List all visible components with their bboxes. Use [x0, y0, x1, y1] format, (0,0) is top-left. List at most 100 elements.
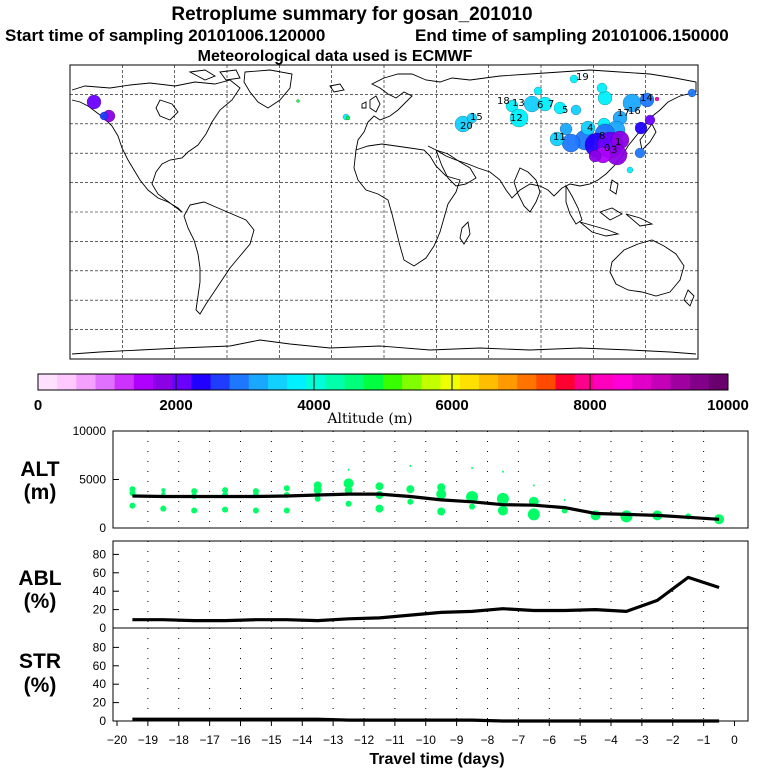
- alt-scatter-point: [345, 500, 352, 507]
- alt-scatter-point: [527, 508, 540, 521]
- plume-age-label: 15: [470, 112, 483, 123]
- map-gridlines: [70, 65, 698, 359]
- coastline-arabia: [435, 149, 477, 187]
- str-series-line: [132, 717, 720, 723]
- colorbar-ticks: 0 2000 4000 6000 8000 10000: [34, 374, 749, 414]
- colorbar-frame: [37, 373, 729, 391]
- plume-dot: [559, 122, 573, 136]
- abl-y-tick-label: 80: [93, 547, 107, 561]
- plume-dot: [639, 92, 655, 108]
- x-tick-label: −17: [199, 733, 220, 747]
- coastline-philippines: [609, 179, 619, 195]
- plume-age-label: 5: [562, 105, 568, 116]
- alt-scatter-point: [314, 495, 321, 502]
- series-lines: [132, 492, 720, 723]
- alt-scatter-point: [160, 505, 167, 512]
- plume-dot: [99, 111, 109, 121]
- met-data-label: Meteorological data used is ECMWF: [198, 48, 473, 65]
- coastline-iceland: [329, 83, 345, 93]
- plume-dot: [626, 166, 634, 174]
- plume-dot: [570, 104, 582, 116]
- plume-age-label: 0: [604, 143, 610, 154]
- alt-scatter-point: [283, 507, 290, 514]
- plume-dot: [596, 82, 608, 94]
- alt-panel-unit: (m): [24, 481, 57, 504]
- alt-y-tick-label: 5000: [79, 473, 106, 487]
- abl-series-line: [132, 575, 720, 623]
- alt-scatter-point: [343, 478, 354, 489]
- alt-scatter-point: [471, 466, 474, 469]
- coastline-south-america: [183, 201, 255, 315]
- plume-dot: [634, 147, 646, 159]
- plume-age-label: 16: [628, 106, 641, 117]
- plume-age-label: 13: [512, 98, 525, 109]
- colorbar-cell: [268, 374, 288, 390]
- colorbar-tick-label: 2000: [159, 397, 192, 414]
- colorbar-cell: [172, 374, 192, 390]
- colorbar-cell: [95, 374, 115, 390]
- alt-scatter-point: [222, 506, 229, 513]
- abl-y-tick-label: 40: [93, 584, 107, 598]
- str-panel-label: STR: [19, 650, 61, 673]
- x-axis-ticks: −20 −19 −18 −17 −16 −15 −14 −13 −12 −11 −10 −9 −8 −7−…: [107, 721, 738, 747]
- alt-scatter-point: [375, 504, 384, 513]
- plume-age-label: 19: [576, 72, 589, 83]
- coastline-europe: [355, 73, 471, 151]
- colorbar-cell: [632, 374, 652, 390]
- vertical-dot-gridlines: [147, 431, 705, 721]
- colorbar-cell: [344, 374, 365, 390]
- x-tick-label: −8: [481, 733, 495, 747]
- colorbar-cell: [38, 374, 58, 390]
- alt-scatter-point: [436, 489, 447, 500]
- alt-scatter-point: [344, 486, 353, 495]
- x-tick-label: −14: [292, 733, 313, 747]
- alt-scatter-point: [252, 507, 259, 514]
- coastline-hudson: [155, 99, 179, 121]
- colorbar-cell: [498, 374, 518, 390]
- x-tick-label: −5: [573, 733, 587, 747]
- alt-scatter-point: [409, 464, 412, 467]
- alt-series-line: [132, 492, 720, 521]
- colorbar-cell: [229, 374, 250, 390]
- abl-panel-frame: [112, 540, 749, 629]
- plume-age-label: 4: [587, 123, 593, 134]
- abl-y-ticks: 0 20 40 60 80: [93, 547, 119, 635]
- alt-scatter-point: [406, 485, 415, 494]
- coastline-india: [513, 167, 541, 213]
- abl-y-tick-label: 0: [99, 621, 106, 635]
- colorbar-cell: [651, 374, 671, 390]
- abl-panel-unit: (%): [24, 590, 57, 613]
- colorbar-cell: [421, 374, 441, 390]
- coastline-arctic-islands: [188, 69, 241, 81]
- x-tick-label: −2: [666, 733, 680, 747]
- colorbar-tick-label: 8000: [573, 397, 606, 414]
- colorbar-cell: [363, 374, 384, 390]
- abl-y-tick-label: 20: [93, 603, 107, 617]
- coastline-australia: [609, 239, 685, 297]
- x-tick-label: −9: [450, 733, 464, 747]
- coastline-uk: [361, 95, 381, 113]
- abl-panel-label: ABL: [18, 567, 61, 590]
- colorbar-cell: [133, 374, 154, 390]
- plume-age-label: 17: [617, 108, 630, 119]
- plume-dot: [466, 112, 478, 124]
- x-tick-label: −6: [542, 733, 556, 747]
- colorbar-tick-label: 4000: [297, 397, 330, 414]
- x-tick-label: −10: [416, 733, 437, 747]
- plume-age-label: 11: [553, 132, 566, 143]
- figure-title: Retroplume summary for gosan_201010: [171, 4, 532, 25]
- coastlines: [71, 69, 697, 355]
- plume-markers: [86, 74, 697, 174]
- x-tick-label: −16: [230, 733, 251, 747]
- str-y-ticks: 0 20 40 60 80: [93, 640, 119, 728]
- colorbar-cell: [459, 374, 480, 390]
- x-tick-label: −3: [635, 733, 649, 747]
- alt-scatter-point: [563, 498, 566, 501]
- x-tick-label: −11: [385, 733, 405, 747]
- coastline-africa: [353, 143, 461, 267]
- colorbar-cell: [153, 374, 173, 390]
- colorbar-cell: [57, 374, 77, 390]
- colorbar-cell: [191, 374, 211, 390]
- colorbar-cell: [574, 374, 595, 390]
- altitude-colorbar: 0 2000 4000 6000 8000 10000 Altitude (m): [34, 373, 749, 427]
